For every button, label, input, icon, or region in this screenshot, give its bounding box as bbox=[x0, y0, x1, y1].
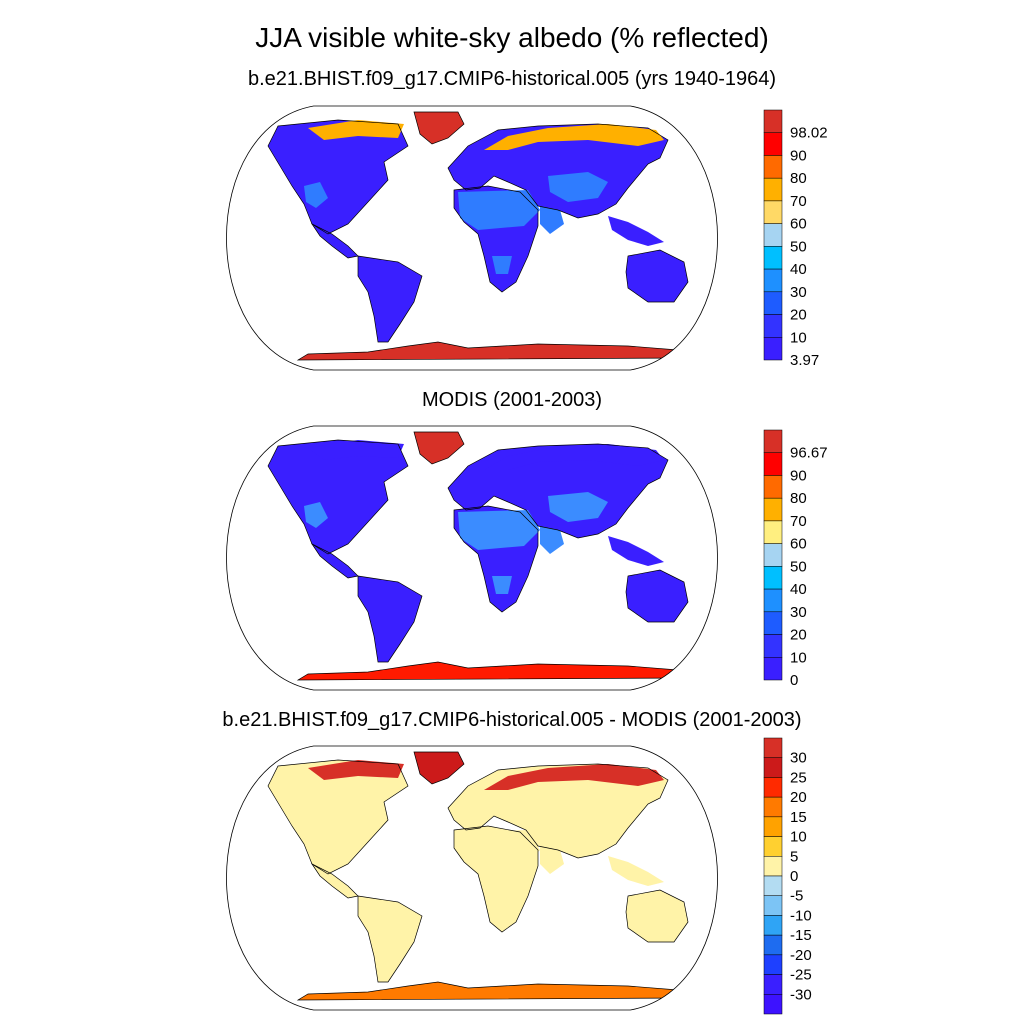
map-outline bbox=[226, 425, 718, 691]
colorbar-segment bbox=[763, 566, 783, 590]
map-diff bbox=[226, 745, 718, 1011]
colorbar-label: 40 bbox=[790, 261, 807, 278]
colorbar-label: 60 bbox=[790, 536, 807, 553]
colorbar-label: 5 bbox=[790, 848, 798, 865]
map-model bbox=[226, 105, 718, 371]
map-outline bbox=[226, 745, 718, 1011]
colorbar-segment bbox=[763, 934, 783, 956]
colorbar-segment bbox=[763, 737, 783, 758]
colorbar-segment bbox=[763, 895, 783, 916]
colorbar-segment bbox=[763, 497, 783, 522]
colorbar-label: 20 bbox=[790, 789, 807, 806]
colorbar-segment bbox=[763, 588, 783, 613]
colorbar-segment bbox=[763, 757, 783, 778]
colorbar-segment bbox=[763, 337, 783, 361]
colorbar-label: 80 bbox=[790, 490, 807, 507]
colorbar-label: 90 bbox=[790, 147, 807, 164]
colorbar-segment bbox=[763, 155, 783, 179]
colorbar-segment bbox=[763, 543, 783, 567]
colorbar-label: 40 bbox=[790, 581, 807, 598]
colorbar-label: 98.02 bbox=[790, 125, 828, 142]
colorbar-segment bbox=[763, 954, 783, 975]
map-modis bbox=[226, 425, 718, 691]
colorbar-label: 20 bbox=[790, 627, 807, 644]
colorbar-segment bbox=[763, 200, 783, 224]
colorbar-label: 25 bbox=[790, 769, 807, 786]
colorbar-segment bbox=[763, 915, 783, 936]
colorbar-label: 70 bbox=[790, 513, 807, 530]
colorbar-label: -20 bbox=[790, 947, 812, 964]
colorbar-label: 70 bbox=[790, 193, 807, 210]
colorbar-segment bbox=[763, 109, 783, 133]
map-outline bbox=[226, 105, 718, 371]
colorbar-segment bbox=[763, 816, 783, 837]
colorbar-segment bbox=[763, 223, 783, 247]
colorbar-label: -5 bbox=[790, 888, 803, 905]
colorbar-segment bbox=[763, 452, 783, 476]
colorbar-label: 10 bbox=[790, 649, 807, 666]
figure-title: JJA visible white-sky albedo (% reflecte… bbox=[255, 22, 769, 53]
colorbar-segment bbox=[763, 657, 783, 681]
colorbar-label: 15 bbox=[790, 809, 807, 826]
maps-layer bbox=[226, 105, 718, 1011]
colorbar-label: 50 bbox=[790, 238, 807, 255]
colorbar-label: 0 bbox=[790, 868, 798, 885]
colorbar-label: 90 bbox=[790, 467, 807, 484]
colorbar-label: 50 bbox=[790, 558, 807, 575]
panel-title-modis: MODIS (2001-2003) bbox=[421, 389, 603, 411]
colorbar-segment bbox=[763, 291, 783, 315]
colorbar-segment bbox=[763, 475, 783, 499]
colorbar-label: -30 bbox=[790, 986, 812, 1003]
colorbar-model: 98.02 90 80 70 60 50 40 30 20 10 3.97 bbox=[763, 109, 828, 369]
colorbar-label: 10 bbox=[790, 329, 807, 346]
panel-title-model: b.e21.BHIST.f09_g17.CMIP6-historical.005… bbox=[247, 68, 777, 90]
colorbar-label: 10 bbox=[790, 829, 807, 846]
colorbar-segment bbox=[763, 611, 783, 635]
colorbar-modis: 96.67 90 80 70 60 50 40 30 20 10 0 bbox=[763, 429, 828, 689]
colorbar-segment bbox=[763, 836, 783, 857]
colorbar-segment bbox=[763, 796, 783, 818]
colorbar-segment bbox=[763, 974, 783, 995]
colorbar-label: -25 bbox=[790, 967, 812, 984]
colorbar-label: 96.67 bbox=[790, 445, 828, 462]
colorbar-segment bbox=[763, 856, 783, 877]
colorbar-segment bbox=[763, 994, 783, 1015]
colorbar-label: -10 bbox=[790, 907, 812, 924]
colorbar-label: 30 bbox=[790, 750, 807, 767]
colorbar-label: 80 bbox=[790, 170, 807, 187]
colorbar-segment bbox=[763, 314, 783, 338]
colorbar-segment bbox=[763, 177, 783, 202]
colorbar-segment bbox=[763, 520, 783, 544]
colorbar-label: 3.97 bbox=[790, 352, 819, 369]
panel-title-diff: b.e21.BHIST.f09_g17.CMIP6-historical.005… bbox=[222, 709, 802, 731]
colorbar-label: 30 bbox=[790, 284, 807, 301]
colorbar-label: 20 bbox=[790, 307, 807, 324]
colorbar-segment bbox=[763, 246, 783, 270]
colorbar-segment bbox=[763, 268, 783, 293]
colorbar-label: -15 bbox=[790, 927, 812, 944]
colorbar-segment bbox=[763, 777, 783, 798]
colorbars-layer: 98.029080706050403020103.9796.6790807060… bbox=[763, 109, 828, 1015]
colorbar-label: 30 bbox=[790, 604, 807, 621]
colorbar-segment bbox=[763, 875, 783, 896]
colorbar-segment bbox=[763, 634, 783, 658]
colorbar-label: 60 bbox=[790, 216, 807, 233]
colorbar-diff: 30 25 20 15 10 5 0 -5 -10 -15 -20 -25 -30 bbox=[763, 737, 812, 1015]
colorbar-label: 0 bbox=[790, 672, 798, 689]
colorbar-segment bbox=[763, 429, 783, 453]
colorbar-segment bbox=[763, 132, 783, 156]
